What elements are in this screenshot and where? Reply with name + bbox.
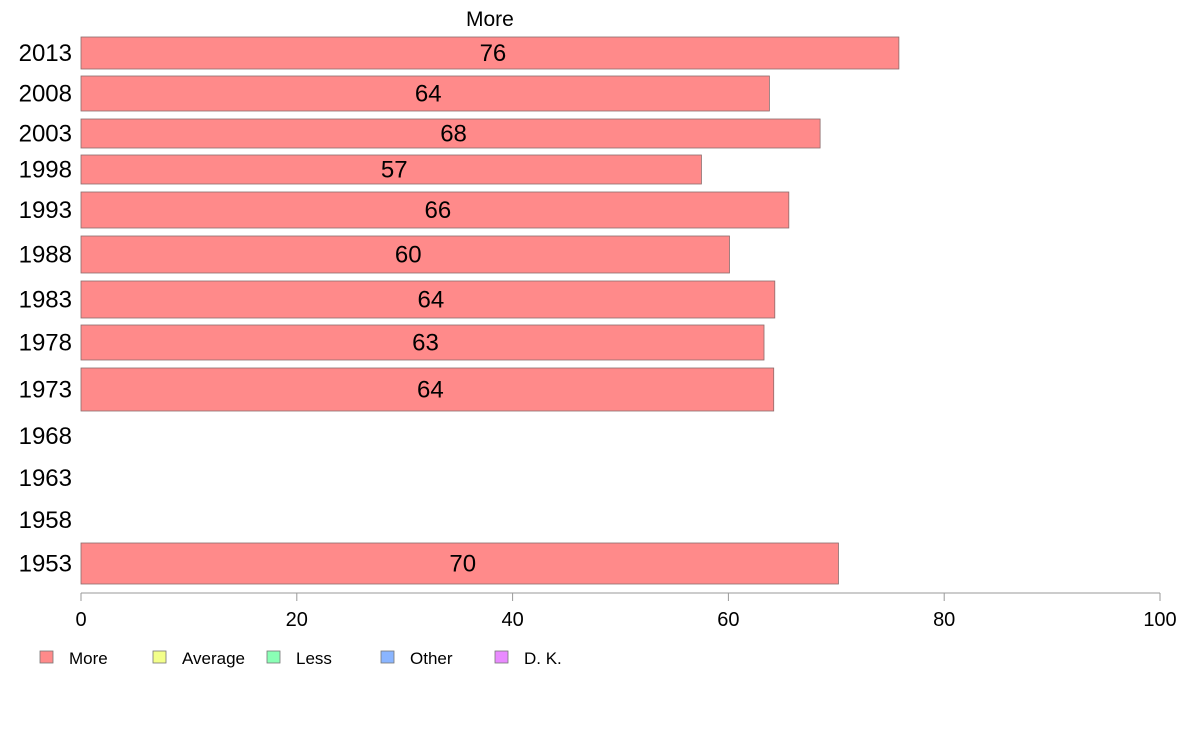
category-label: 1973 <box>19 377 72 404</box>
legend-label: D. K. <box>524 649 562 668</box>
legend-label: Less <box>296 649 332 668</box>
legend-swatch <box>494 650 509 664</box>
x-tick-label: 0 <box>75 609 86 631</box>
bar <box>80 367 775 412</box>
chart-title: More <box>466 8 514 31</box>
category-label: 1953 <box>19 551 72 578</box>
bar-value-label: 63 <box>412 330 439 357</box>
category-label: 2008 <box>19 81 72 108</box>
x-tick-label: 60 <box>717 609 739 631</box>
legend-swatch <box>380 650 395 664</box>
bar-value-label: 64 <box>417 377 444 404</box>
category-label: 1988 <box>19 242 72 269</box>
legend-label: Average <box>182 649 245 668</box>
category-label: 1993 <box>19 197 72 224</box>
bar-value-label: 70 <box>449 551 476 578</box>
bar-value-label: 68 <box>440 121 467 148</box>
x-tick-label: 20 <box>286 609 308 631</box>
category-label: 1968 <box>19 423 72 450</box>
legend-label: More <box>69 649 108 668</box>
bar-value-label: 64 <box>415 81 442 108</box>
legend-label: Other <box>410 649 453 668</box>
bar <box>80 191 790 229</box>
x-tick-label: 100 <box>1143 609 1176 631</box>
bar-value-label: 64 <box>418 287 445 314</box>
bar-value-label: 76 <box>480 40 507 67</box>
bar <box>80 118 821 149</box>
x-tick-label: 80 <box>933 609 955 631</box>
bar <box>80 154 702 185</box>
category-label: 1958 <box>19 507 72 534</box>
bar-value-label: 60 <box>395 242 422 269</box>
bar <box>80 36 900 70</box>
bar <box>80 324 765 361</box>
category-label: 1963 <box>19 465 72 492</box>
legend-swatch <box>152 650 167 664</box>
bar <box>80 280 776 319</box>
category-label: 2003 <box>19 121 72 148</box>
bar <box>80 542 839 585</box>
category-label: 1978 <box>19 330 72 357</box>
legend-swatch <box>266 650 281 664</box>
category-label: 2013 <box>19 40 72 67</box>
category-label: 1983 <box>19 287 72 314</box>
x-tick-label: 40 <box>501 609 523 631</box>
bar-value-label: 57 <box>381 157 408 184</box>
category-label: 1998 <box>19 157 72 184</box>
bar-value-label: 66 <box>425 197 452 224</box>
legend-swatch <box>39 650 54 664</box>
bar <box>80 235 730 274</box>
bar <box>80 75 770 112</box>
